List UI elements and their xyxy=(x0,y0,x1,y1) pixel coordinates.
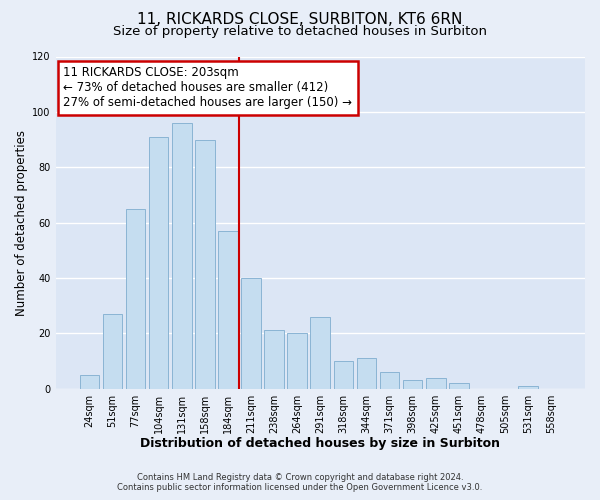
Bar xyxy=(172,123,191,388)
Bar xyxy=(518,386,538,388)
Bar xyxy=(310,316,330,388)
Bar xyxy=(126,208,145,388)
Bar xyxy=(334,361,353,388)
Y-axis label: Number of detached properties: Number of detached properties xyxy=(15,130,28,316)
X-axis label: Distribution of detached houses by size in Surbiton: Distribution of detached houses by size … xyxy=(140,437,500,450)
Bar xyxy=(403,380,422,388)
Bar xyxy=(380,372,400,388)
Bar xyxy=(218,231,238,388)
Text: 11 RICKARDS CLOSE: 203sqm
← 73% of detached houses are smaller (412)
27% of semi: 11 RICKARDS CLOSE: 203sqm ← 73% of detac… xyxy=(64,66,352,110)
Bar xyxy=(287,333,307,388)
Bar xyxy=(149,137,169,388)
Bar xyxy=(103,314,122,388)
Bar xyxy=(449,383,469,388)
Bar xyxy=(195,140,215,388)
Bar xyxy=(356,358,376,388)
Text: Size of property relative to detached houses in Surbiton: Size of property relative to detached ho… xyxy=(113,25,487,38)
Text: 11, RICKARDS CLOSE, SURBITON, KT6 6RN: 11, RICKARDS CLOSE, SURBITON, KT6 6RN xyxy=(137,12,463,28)
Bar xyxy=(241,278,261,388)
Text: Contains HM Land Registry data © Crown copyright and database right 2024.
Contai: Contains HM Land Registry data © Crown c… xyxy=(118,473,482,492)
Bar xyxy=(80,375,99,388)
Bar xyxy=(264,330,284,388)
Bar xyxy=(426,378,446,388)
